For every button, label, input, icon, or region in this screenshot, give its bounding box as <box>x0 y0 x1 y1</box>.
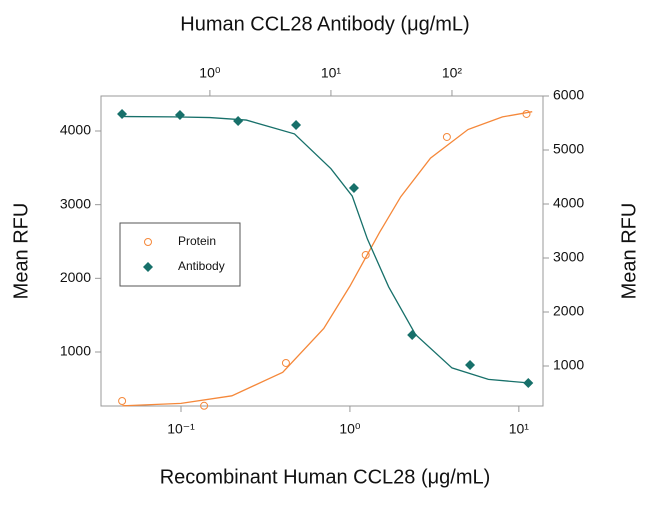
top-axis-title: Human CCL28 Antibody (μg/mL) <box>180 13 469 35</box>
y2-tick-label: 3000 <box>553 249 584 265</box>
x2-tick-label: 10⁰ <box>199 65 221 81</box>
legend-marker <box>143 262 153 272</box>
data-point <box>281 358 290 367</box>
y2-tick-label: 5000 <box>553 141 584 157</box>
data-point <box>522 109 531 118</box>
legend-marker <box>144 238 152 246</box>
left-axis-title: Mean RFU <box>10 203 32 300</box>
legend-label: Protein <box>178 234 216 248</box>
x-tick-label: 10¹ <box>509 421 530 437</box>
bottom-axis-title: Recombinant Human CCL28 (μg/mL) <box>160 466 491 488</box>
y2-tick-label: 2000 <box>553 303 584 319</box>
legend-box <box>119 222 241 287</box>
data-point <box>200 401 209 410</box>
data-point <box>233 116 244 127</box>
data-point <box>361 250 370 259</box>
data-point <box>407 329 418 340</box>
right-axis-title: Mean RFU <box>618 203 640 300</box>
data-point <box>291 119 302 130</box>
fit-curve <box>122 115 532 384</box>
legend-label: Antibody <box>178 259 225 273</box>
y-tick-label: 1000 <box>60 343 91 359</box>
fit-curve <box>122 111 533 407</box>
x2-tick-label: 10¹ <box>321 65 342 81</box>
plot-frame <box>100 95 544 407</box>
data-point <box>348 183 359 194</box>
data-point <box>442 132 451 141</box>
y2-tick-label: 4000 <box>553 195 584 211</box>
data-point <box>117 108 128 119</box>
y-tick-label: 4000 <box>60 122 91 138</box>
x-tick-label: 10⁻¹ <box>167 421 195 437</box>
y-tick-label: 2000 <box>60 269 91 285</box>
data-point <box>174 110 185 121</box>
x-tick-label: 10⁰ <box>339 421 361 437</box>
data-point <box>118 396 127 405</box>
data-point <box>465 359 476 370</box>
y2-tick-label: 1000 <box>553 357 584 373</box>
y-tick-label: 3000 <box>60 195 91 211</box>
x2-tick-label: 10² <box>442 65 463 81</box>
data-point <box>523 377 534 388</box>
y2-tick-label: 6000 <box>553 87 584 103</box>
